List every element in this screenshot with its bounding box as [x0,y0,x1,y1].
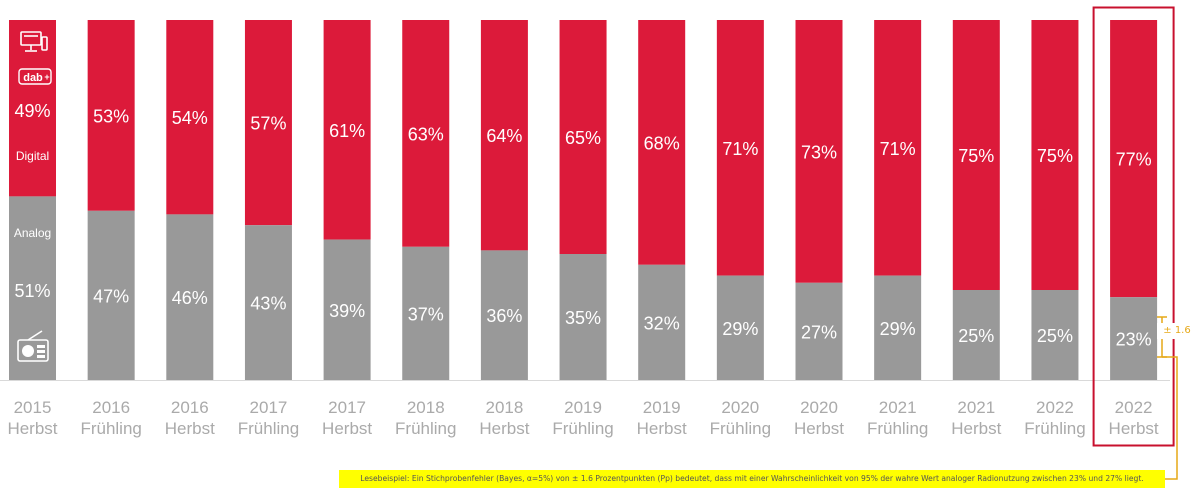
bar-analog [795,282,843,380]
data-label-analog: 32% [644,313,680,333]
error-margin-label: ± 1.6 [1157,323,1197,339]
data-label-digital: 49% [14,101,50,121]
data-label-analog: 23% [1116,330,1152,350]
data-label-analog: 25% [1037,326,1073,346]
data-label-analog: 43% [250,294,286,314]
bar-analog [402,246,450,380]
data-label-digital: 65% [565,128,601,148]
data-label-digital: 71% [722,139,758,159]
bar-digital [874,20,922,276]
x-tick-label: 2022 Herbst [1109,398,1159,438]
data-label-digital: 53% [93,106,129,126]
dab-plus-icon: dab + [18,68,52,85]
data-label-analog: 35% [565,308,601,328]
bar-digital [1031,20,1079,290]
bar-digital [166,20,214,215]
data-label-digital: 77% [1116,150,1152,170]
bar-digital [402,20,450,247]
x-tick-label: 2020 Herbst [794,398,844,438]
x-tick-label: 2018 Herbst [479,398,529,438]
data-label-analog: 46% [172,288,208,308]
bar-digital [480,20,528,251]
bar-analog [87,210,135,380]
bar-analog [952,290,1000,380]
data-label-analog: 29% [880,319,916,339]
svg-text:dab: dab [23,72,43,84]
svg-text:+: + [44,72,49,82]
data-label-analog: 27% [801,322,837,342]
bar-analog [638,264,686,380]
computer-icon [20,31,48,52]
data-label-digital: 57% [250,114,286,134]
radio-icon [17,330,49,362]
x-tick-label: 2021 Frühling [867,398,928,438]
data-label-analog: 39% [329,301,365,321]
legend-label-analog: Analog [14,226,51,240]
x-tick-label: 2018 Frühling [395,398,456,438]
footnote-connector-line [1162,356,1178,480]
highlight-frame [1092,6,1175,447]
data-label-digital: 61% [329,121,365,141]
bar-digital [1110,20,1158,298]
data-label-analog: 25% [958,326,994,346]
bar-digital [87,20,135,211]
bar-analog [1110,297,1158,380]
data-label-digital: 64% [486,126,522,146]
x-tick-label: 2019 Frühling [552,398,613,438]
legend-label-digital: Digital [16,149,49,163]
x-tick-label: 2017 Herbst [322,398,372,438]
data-label-digital: 54% [172,108,208,128]
bar-analog [559,254,607,380]
bar-digital [244,20,292,226]
data-label-digital: 68% [644,133,680,153]
x-tick-label: 2022 Frühling [1024,398,1085,438]
bar-digital [638,20,686,265]
bar-analog [1031,290,1079,380]
bar-digital [716,20,764,276]
x-tick-label: 2020 Frühling [710,398,771,438]
x-tick-label: 2017 Frühling [238,398,299,438]
data-label-analog: 29% [722,319,758,339]
bar-digital [323,20,371,240]
x-tick-label: 2021 Herbst [951,398,1001,438]
reading-example-footnote: Lesebeispiel: Ein Stichprobenfehler (Bay… [339,470,1165,488]
bar-digital [559,20,607,254]
bar-analog [323,239,371,380]
data-label-digital: 71% [880,139,916,159]
data-label-analog: 37% [408,304,444,324]
data-label-analog: 36% [486,306,522,326]
x-tick-label: 2015 Herbst [7,398,57,438]
bar-digital [795,20,843,283]
bar-digital [952,20,1000,290]
bar-analog [166,214,214,380]
x-tick-label: 2016 Frühling [80,398,141,438]
x-tick-label: 2019 Herbst [637,398,687,438]
data-label-analog: 51% [14,281,50,301]
bar-analog [480,250,528,380]
data-label-digital: 73% [801,142,837,162]
data-label-digital: 63% [408,124,444,144]
x-tick-label: 2016 Herbst [165,398,215,438]
bar-analog [244,225,292,380]
data-label-digital: 75% [1037,146,1073,166]
data-label-analog: 47% [93,286,129,306]
bar-analog [716,275,764,380]
data-label-digital: 75% [958,146,994,166]
bar-analog [874,275,922,380]
bar-digital [9,20,56,197]
